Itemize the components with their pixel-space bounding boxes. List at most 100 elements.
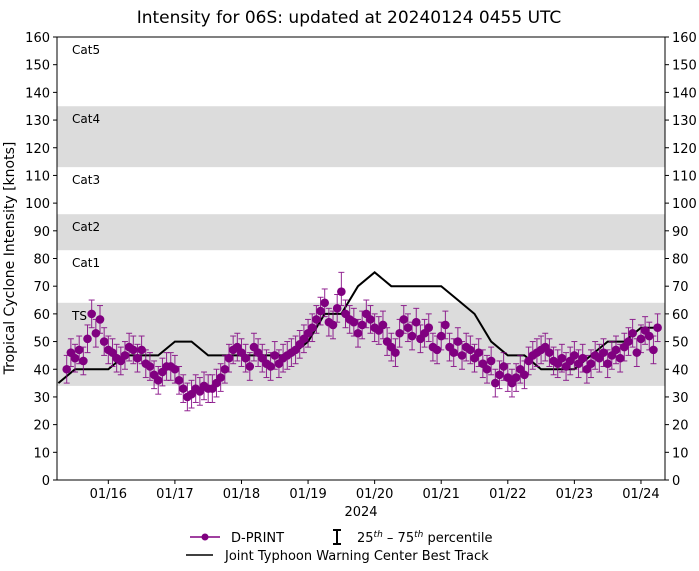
y-tick-label-left: 10 <box>33 446 50 461</box>
dprint-point <box>178 384 188 393</box>
band-label-cat4: Cat4 <box>72 112 100 126</box>
y-axis-label: Tropical Cyclone Intensity [knots] <box>2 142 18 376</box>
band-ts <box>57 302 665 386</box>
dprint-point <box>436 331 446 341</box>
dprint-point <box>266 362 275 371</box>
legend-percentile-75: – 75 <box>383 531 414 546</box>
dprint-point <box>145 362 155 371</box>
dprint-point <box>632 348 642 357</box>
dprint-point <box>611 345 621 355</box>
dprint-point <box>137 345 146 355</box>
y-tick-label-left: 100 <box>25 197 50 212</box>
dprint-point <box>486 356 496 366</box>
legend-percentile-sup2: th <box>414 530 424 540</box>
y-tick-label-left: 160 <box>25 31 50 46</box>
y-tick-label-left: 90 <box>33 225 50 240</box>
dprint-point <box>70 353 80 363</box>
x-tick-label: 01/23 <box>556 487 593 502</box>
dprint-point <box>578 353 588 363</box>
y-tick-label-right: 70 <box>672 280 689 295</box>
y-tick-label-left: 0 <box>42 474 50 489</box>
legend: D-PRINT 25th – 75th percentile Joint Typ… <box>186 529 492 564</box>
band-label-cat5: Cat5 <box>72 43 100 57</box>
dprint-point <box>95 315 105 324</box>
y-tick-label-right: 140 <box>672 86 697 101</box>
y-tick-label-left: 40 <box>33 363 50 378</box>
y-tick-label-right: 160 <box>672 31 697 46</box>
dprint-point <box>499 362 508 371</box>
y-tick-label-right: 120 <box>672 142 697 157</box>
x-tick-label: 01/17 <box>156 487 193 502</box>
dprint-point <box>649 345 658 355</box>
dprint-point <box>395 328 404 338</box>
dprint-point <box>316 306 325 316</box>
x-tick-label: 01/16 <box>90 487 127 502</box>
dprint-point <box>79 356 88 366</box>
dprint-point <box>586 359 596 369</box>
legend-dprint-label: D-PRINT <box>231 531 284 546</box>
dprint-point <box>320 298 330 308</box>
dprint-point <box>482 364 492 374</box>
band-label-ts: TS <box>71 309 87 323</box>
dprint-point <box>133 353 142 363</box>
dprint-point <box>216 373 225 382</box>
x-axis: 01/16 01/17 01/18 01/19 01/20 01/21 01/22 01/23… <box>90 480 660 502</box>
dprint-point <box>491 378 500 388</box>
band-label-cat1: Cat1 <box>72 256 100 270</box>
x-tick-label: 01/24 <box>622 487 659 502</box>
dprint-point <box>495 370 504 380</box>
legend-best-track-label: Joint Typhoon Warning Center Best Track <box>224 549 489 564</box>
y-tick-label-right: 80 <box>672 253 689 268</box>
dprint-point <box>603 359 612 369</box>
dprint-point <box>407 331 417 341</box>
dprint-point <box>245 362 255 371</box>
y-tick-label-left: 30 <box>33 391 50 406</box>
dprint-series <box>62 271 662 412</box>
y-tick-label-left: 150 <box>25 59 50 74</box>
dprint-point <box>170 364 180 374</box>
dprint-point <box>87 309 96 319</box>
dprint-point <box>599 348 608 357</box>
band-cat2 <box>57 214 665 251</box>
dprint-point <box>357 320 367 330</box>
x-tick-label: 01/22 <box>489 487 526 502</box>
y-tick-label-left: 120 <box>25 142 50 157</box>
dprint-point <box>557 353 567 363</box>
dprint-point <box>511 373 521 382</box>
dprint-point <box>312 315 321 324</box>
y-tick-label-right: 40 <box>672 363 689 378</box>
dprint-point <box>153 376 163 385</box>
y-tick-label-left: 140 <box>25 86 50 101</box>
y-tick-label-left: 70 <box>33 280 50 295</box>
dprint-point <box>453 337 463 346</box>
dprint-point <box>83 334 92 344</box>
dprint-point <box>570 351 579 360</box>
dprint-point <box>624 337 633 346</box>
dprint-point <box>545 348 554 357</box>
y-tick-label-left: 80 <box>33 253 50 268</box>
y-tick-label-right: 10 <box>672 446 689 461</box>
dprint-point <box>615 353 625 363</box>
dprint-point <box>224 353 234 363</box>
dprint-point <box>99 337 109 346</box>
dprint-point <box>307 323 317 333</box>
y-tick-label-left: 60 <box>33 308 50 323</box>
dprint-point <box>636 334 646 344</box>
dprint-point <box>403 323 413 333</box>
dprint-point <box>328 320 338 330</box>
y-tick-label-left: 130 <box>25 114 50 129</box>
dprint-point <box>220 364 230 374</box>
dprint-point <box>332 304 342 313</box>
x-tick-label: 01/19 <box>289 487 326 502</box>
band-label-cat3: Cat3 <box>72 173 100 187</box>
y-tick-label-left: 50 <box>33 336 50 351</box>
dprint-point <box>653 323 662 333</box>
dprint-point <box>120 351 130 360</box>
dprint-point <box>399 315 409 324</box>
x-tick-label: 01/18 <box>223 487 260 502</box>
y-tick-label-right: 130 <box>672 114 697 129</box>
dprint-point <box>474 348 483 357</box>
dprint-point <box>353 328 363 338</box>
y-tick-label-right: 50 <box>672 336 689 351</box>
